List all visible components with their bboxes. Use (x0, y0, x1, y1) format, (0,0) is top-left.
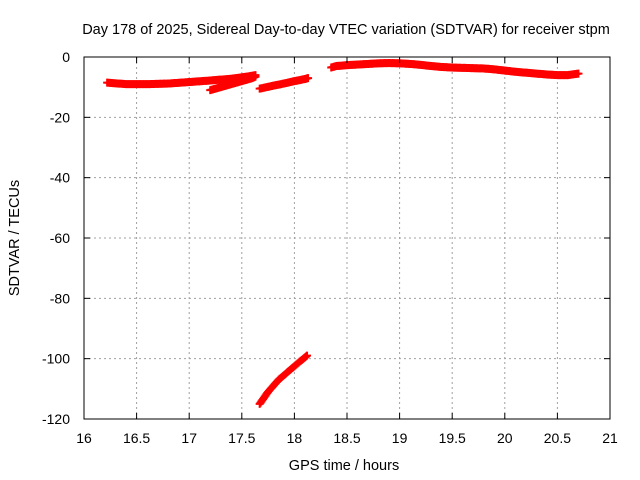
series-arc-2 (206, 72, 260, 95)
x-tick-label: 17 (181, 430, 197, 446)
data-point-marker (304, 74, 313, 83)
series-arc-5 (327, 59, 583, 80)
x-tick-label: 16 (76, 430, 92, 446)
chart-title: Day 178 of 2025, Sidereal Day-to-day VTE… (82, 22, 610, 38)
data-point-marker (303, 351, 312, 360)
x-tick-label: 19.5 (439, 430, 466, 446)
y-tick-label: -40 (50, 170, 70, 186)
y-tick-label: -80 (50, 290, 70, 306)
y-tick-label: 0 (62, 49, 70, 65)
data-point-marker (251, 72, 260, 81)
y-axis-label: SDTVAR / TECUs (7, 180, 23, 296)
axis-ticks: 16 16.5 17 17.5 18 18.5 19 19.5 20 20.5 21 0 -20 -40 -… (42, 49, 618, 446)
data-point-marker (574, 69, 583, 78)
x-axis-label: GPS time / hours (289, 458, 399, 474)
x-tick-label: 17.5 (228, 430, 255, 446)
x-tick-label: 20 (497, 430, 513, 446)
x-tick-label: 19 (392, 430, 408, 446)
series-arc-3 (255, 74, 313, 93)
data-series (103, 59, 583, 408)
x-tick-label: 18.5 (333, 430, 360, 446)
grid-lines (84, 57, 610, 419)
x-tick-label: 20.5 (544, 430, 571, 446)
y-tick-label: -20 (50, 109, 70, 125)
y-tick-label: -120 (42, 411, 70, 427)
x-tick-label: 18 (287, 430, 303, 446)
y-tick-label: -60 (50, 230, 70, 246)
series-arc-4 (255, 351, 312, 408)
x-tick-label: 16.5 (123, 430, 150, 446)
y-tick-label: -100 (42, 351, 70, 367)
x-tick-label: 21 (602, 430, 618, 446)
